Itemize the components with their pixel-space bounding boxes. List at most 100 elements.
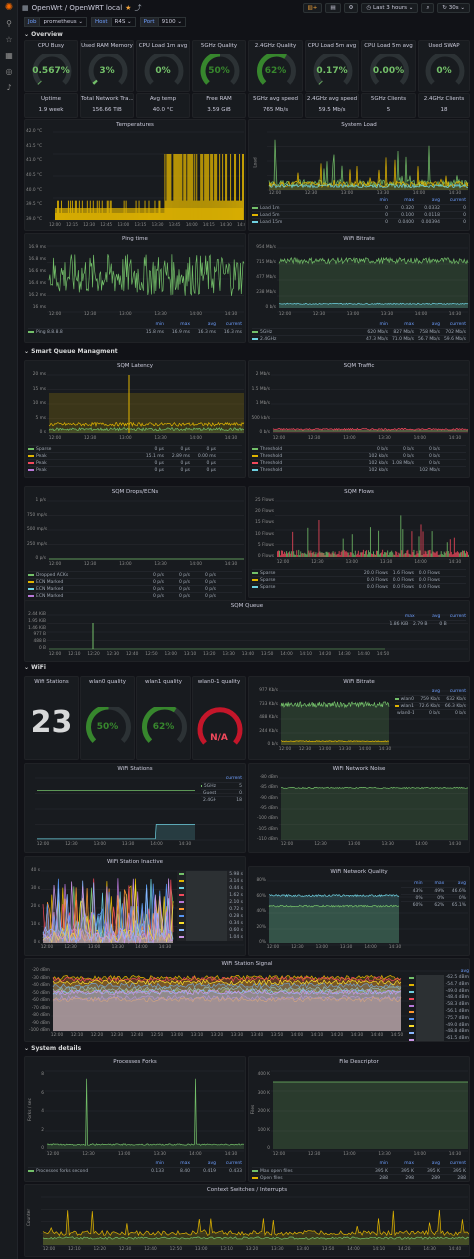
system-load-panel[interactable]: System Load Load 12:00 12:30 13:00 13:30 14:00… — [248, 119, 470, 231]
wlan1-quality-panel[interactable]: wlan1 quality 62% — [136, 676, 191, 760]
row-wifi[interactable]: ⌄ WiFi — [24, 664, 46, 671]
wifi-signal-legend-item[interactable]: -56.1 dBm — [407, 1008, 469, 1016]
breadcrumb[interactable]: OpenWrt / OpenWRT local — [31, 4, 123, 12]
wifi-stations-chart-panel[interactable]: WiFi Stations 12:00 12:30 13:00 13:30 14:00 14… — [24, 763, 246, 853]
gauge-panel-2[interactable]: CPU Load 1m avg 0% — [136, 40, 190, 92]
ping-legend-item[interactable]: Ping 8.8.8.8 15.8 ms 16.9 ms 16.3 ms 16.3 ms — [28, 328, 242, 335]
sqm-flows-panel[interactable]: SQM Flows 25 Flows 20 Flows 15 Flows 10 Flow… — [248, 486, 470, 598]
stat-panel-4[interactable]: 5GHz avg speed 765 Mb/s — [248, 93, 303, 118]
row-sqm[interactable]: ⌄ Smart Queue Managment — [24, 348, 118, 355]
gauge-panel-4[interactable]: 2.4GHz Quality 62% — [248, 40, 303, 92]
fd-legend-item[interactable]: Max open files 395 K 395 K 395 K 395 K — [252, 1167, 466, 1174]
fd-panel[interactable]: File Descriptor Files 400 K 300 K 200 K 100 K… — [248, 1056, 470, 1182]
system-load-legend-item[interactable]: Load 15m 0 0.0400 0.00394 0 — [252, 218, 466, 225]
wifi-quality-legend-item[interactable]: wlan160%62%65.1% — [401, 901, 466, 908]
wifi-signal-legend-item[interactable]: -48.8 dBm — [407, 1029, 469, 1037]
wifi-signal-panel[interactable]: WiFi Station Signal -20 dBm -30 dBm -40 dBm… — [24, 958, 470, 1042]
fd-legend-item[interactable]: Open files 288 298 289 288 — [252, 1174, 466, 1181]
stat-panel-5[interactable]: 2.4GHz avg speed 59.5 Mb/s — [305, 93, 359, 118]
stat-panel-0[interactable]: Uptime 1.9 week — [24, 93, 78, 118]
sqm-drops-legend-item[interactable]: ECN Marked 0 p/s 0 p/s 0 p/s — [28, 585, 242, 592]
variable-job-value[interactable]: prometheus ⌄ — [40, 17, 87, 27]
sqm-queue-panel[interactable]: SQM Queue 2.44 KiB 1.95 KiB 1.46 KiB 977 B 48… — [24, 600, 470, 662]
wifi-signal-legend-item[interactable]: -58.3 dBm — [407, 1002, 469, 1009]
save-icon[interactable]: ▤ — [325, 3, 341, 13]
refresh-picker[interactable]: ↻ 30s ⌄ — [437, 3, 470, 13]
sqm-traffic-panel[interactable]: SQM Traffic 2 Mb/s 1.5 Mb/s 1 Mb/s 500 kb/s 0… — [248, 360, 470, 478]
add-panel-button[interactable]: ▥+ — [302, 3, 323, 13]
wifi-stations-chart-legend-item[interactable]: 2.4GHz 18 — [201, 796, 242, 803]
sqm-drops-panel[interactable]: SQM Drops/ECNs 1 p/s 750 mp/s 500 mp/s 250 m… — [24, 486, 246, 604]
stat-panel-7[interactable]: 2.4GHz Clients 18 — [418, 93, 470, 118]
sqm-latency-legend-item[interactable]: Peak 0 µs 0 µs 0 µs — [28, 466, 242, 473]
forks-panel[interactable]: Processes Forks Forks / sec 8 6 4 2 0 12:00 12:3… — [24, 1056, 246, 1182]
wifi-signal-legend-item[interactable]: -61.5 dBm — [407, 1036, 469, 1041]
sqm-flows-legend-item[interactable]: Sparse 0.0 Flows 0.0 Flows 0.0 Flows — [252, 583, 466, 590]
wifi-bitrate-panel[interactable]: WiFi Bitrate 954 Mb/s 715 Mb/s 477 Mb/s 238 … — [248, 233, 470, 343]
share-icon[interactable]: ⤴ — [134, 4, 142, 12]
search-icon[interactable]: ⚲ — [6, 19, 12, 28]
wifi-signal-legend-item[interactable]: -62.5 dBm — [407, 975, 469, 982]
system-load-legend-item[interactable]: Load 5m 0 0.100 0.0118 0 — [252, 211, 466, 218]
wifi-inactive-legend-item[interactable]: 0.72 s — [177, 906, 243, 913]
wifi-inactive-legend-item[interactable]: 0.28 s — [177, 913, 243, 920]
wifi-inactive-panel[interactable]: WiFi Station Inactive 40 s 30 s 20 s 10 s 0 s… — [24, 856, 246, 956]
wlan01-quality-panel[interactable]: wlan0-1 quality N/A — [192, 676, 246, 760]
variable-host[interactable]: Host R4S ⌄ — [90, 17, 136, 27]
wifi-inactive-legend-item[interactable]: 1.04 s — [177, 934, 243, 941]
sqm-traffic-legend-item[interactable]: Threshold 102 kb/s 1.08 Mb/s 0 b/s — [252, 459, 466, 466]
wifi-signal-legend-item[interactable]: -54.7 dBm — [407, 981, 469, 989]
gauge-panel-1[interactable]: Used RAM Memory 3% — [80, 40, 134, 92]
wifi-noise-panel[interactable]: WiFi Network Noise -80 dBm -85 dBm -90 dBm -… — [248, 763, 470, 853]
sqm-drops-legend-item[interactable]: ECN Marked 0 p/s 0 p/s 0 p/s — [28, 592, 242, 599]
wlan0-quality-panel[interactable]: wlan0 quality 50% — [80, 676, 135, 760]
wifi-signal-legend-item[interactable]: -48.4 dBm — [407, 995, 469, 1003]
gauge-panel-5[interactable]: CPU Load 5m avg 0.17% — [305, 40, 359, 92]
sqm-drops-legend-item[interactable]: Dropped ACKs 0 p/s 0 p/s 0 p/s — [28, 571, 242, 578]
ctx-panel[interactable]: Context Switches / Interrupts Counter 12:0… — [24, 1184, 470, 1257]
row-overview[interactable]: ⌄ Overview — [24, 31, 63, 38]
variable-port[interactable]: Port 9100 ⌄ — [139, 17, 186, 27]
temperatures-panel[interactable]: Temperatures 42.0 °C 41.5 °C 41.0 °C 40.5 °C… — [24, 119, 246, 231]
wifi-signal-legend-item[interactable]: -49.0 dBm — [407, 1022, 469, 1030]
system-load-legend-item[interactable]: Load 1m 0 0.320 0.0332 0 — [252, 204, 466, 211]
time-range-picker[interactable]: ◷ Last 3 hours ⌄ — [361, 3, 419, 13]
wifi-bitrate2-panel[interactable]: WiFi Bitrate 977 Kb/s 733 Kb/s 488 Kb/s 244 … — [248, 676, 470, 760]
wifi-quality-legend-item[interactable]: wlan0-10%0%0% — [401, 894, 466, 901]
wifi-inactive-legend-item[interactable]: 0.34 s — [177, 920, 243, 927]
wifi-inactive-legend-item[interactable]: 5.98 s — [177, 871, 243, 878]
alert-icon[interactable]: ♪ — [6, 83, 12, 92]
wifi-signal-legend-item[interactable]: -49.0 dBm — [407, 988, 469, 996]
stat-panel-2[interactable]: Avg temp 40.0 °C — [136, 93, 190, 118]
wifi-inactive-legend-item[interactable]: 3.14 s — [177, 878, 243, 885]
wifi-quality-panel[interactable]: WiFi Network Quality 80% 60% 40% 20% 0% 12:00 1… — [248, 866, 470, 956]
dashboards-icon[interactable]: ▦ — [5, 51, 13, 60]
sqm-latency-legend-item[interactable]: Peak 0 µs 0 µs 0 µs — [28, 459, 242, 466]
wifi-stations-stat-panel[interactable]: Wifi Stations 23 — [24, 676, 79, 760]
wifi-inactive-legend-item[interactable]: 1.62 s — [177, 892, 243, 899]
wifi-bitrate-legend-item[interactable]: 2.4GHz 47.3 Mb/s 71.0 Mb/s 56.7 Mb/s 59.6 Mb… — [252, 335, 466, 342]
wifi-stations-chart-legend-item[interactable]: 5GHz 5 — [201, 782, 242, 789]
stat-panel-6[interactable]: 5GHz Clients 5 — [361, 93, 416, 118]
wifi-bitrate2-legend-item[interactable]: wlan1 72.6 Kb/s 66.3 Kb/s — [395, 702, 466, 709]
sqm-traffic-legend-item[interactable]: Threshold 102 kb/s 0 b/s 0 b/s — [252, 452, 466, 459]
sqm-traffic-legend-item[interactable]: Threshold 102 kb/s 102 Mb/s — [252, 466, 466, 473]
variable-port-value[interactable]: 9100 ⌄ — [158, 17, 186, 27]
variable-job[interactable]: Job prometheus ⌄ — [24, 17, 87, 27]
star-favorite-icon[interactable]: ★ — [125, 4, 132, 12]
wifi-quality-legend-item[interactable]: wlan043%49%46.6% — [401, 887, 466, 894]
stat-panel-3[interactable]: Free RAM 3.59 GiB — [192, 93, 246, 118]
wifi-signal-legend-item[interactable]: -75.7 dBm — [407, 1015, 469, 1023]
sqm-traffic-legend-item[interactable]: Threshold 0 b/s 0 b/s 0 b/s — [252, 445, 466, 452]
forks-legend-item[interactable]: Processes forks second 0.133 8.40 0.419 0.43… — [28, 1167, 242, 1174]
stat-panel-1[interactable]: Total Network Tra... 156.66 TiB — [80, 93, 134, 118]
variable-host-value[interactable]: R4S ⌄ — [111, 17, 136, 27]
gauge-panel-7[interactable]: Used SWAP 0% — [418, 40, 470, 92]
wifi-bitrate2-legend-item[interactable]: wlan0 759 Kb/s 632 Kb/s — [395, 695, 466, 702]
row-system[interactable]: ⌄ System details — [24, 1045, 82, 1052]
gauge-panel-0[interactable]: CPU Busy 0.567% — [24, 40, 78, 92]
wifi-stations-chart-legend-item[interactable]: Guest 0 — [201, 789, 242, 796]
wifi-inactive-legend-item[interactable]: 0.44 s — [177, 885, 243, 892]
explore-icon[interactable]: ◎ — [5, 67, 13, 76]
sqm-latency-legend-item[interactable]: Peak 15.1 ms 2.89 ms 0.00 ms — [28, 452, 242, 459]
